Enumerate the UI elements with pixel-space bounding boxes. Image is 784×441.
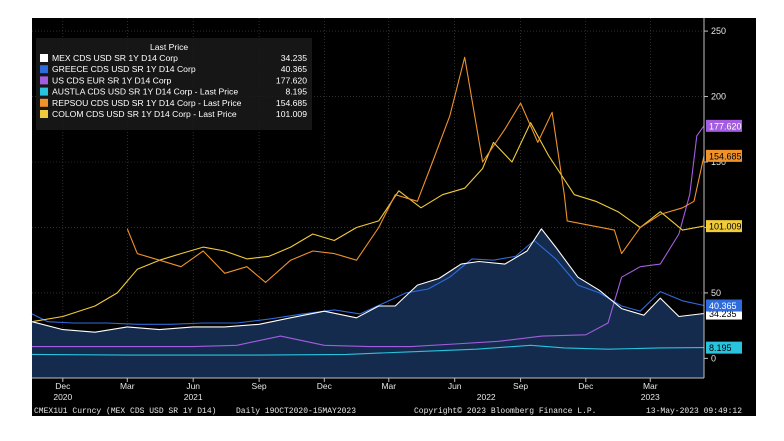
legend-swatch [40, 87, 48, 96]
legend-swatch [40, 65, 48, 74]
legend-series-name: US CDS EUR SR 1Y D14 Corp [52, 75, 171, 85]
y-tick-label: 200 [711, 92, 726, 102]
x-tick-label: Sep [513, 381, 528, 391]
series-line-0 [31, 228, 705, 333]
last-value-tag-label: 177.620 [709, 121, 742, 131]
last-value-tag-label: 154.685 [709, 151, 742, 161]
legend-series-name: MEX CDS USD SR 1Y D14 Corp [52, 53, 178, 63]
legend-swatch [40, 98, 48, 107]
legend: Last Price MEX CDS USD SR 1Y D14 Corp 34.… [36, 38, 312, 130]
x-axis: Dec Mar Jun Sep Dec Mar Jun Sep Dec Mar 2020 2021 20… [32, 377, 704, 402]
x-tick-label: Dec [578, 381, 594, 391]
y-tick-label: 250 [711, 26, 726, 36]
x-tick-label: Dec [55, 381, 71, 391]
legend-series-value: 154.685 [276, 98, 307, 108]
x-tick-label: Jun [448, 381, 462, 391]
x-tick-label: Sep [252, 381, 267, 391]
x-tick-label: Mar [381, 381, 396, 391]
legend-series-value: 34.235 [281, 53, 308, 63]
footer-timestamp: 13-May-2023 09:49:12 [646, 407, 742, 416]
y-tick-label: 0 [711, 353, 716, 363]
last-value-tag [706, 341, 742, 354]
y-tick-label: 50 [711, 288, 721, 298]
footer-background [32, 404, 756, 416]
last-value-tag-label: 34.235 [709, 309, 737, 319]
legend-swatch [40, 54, 48, 62]
x-tick-label: Dec [317, 381, 333, 391]
footer-copyright: Copyright© 2023 Bloomberg Finance L.P. [414, 407, 596, 416]
legend-series-value: 101.009 [276, 109, 307, 119]
legend-series-name: GREECE CDS USD SR 1Y D14 Corp [52, 64, 196, 74]
series-layer [31, 56, 705, 356]
series-line-2 [32, 125, 705, 348]
x-axis-background [32, 378, 756, 404]
series-line-4 [126, 56, 705, 283]
x-year-label: 2021 [184, 392, 203, 402]
legend-series-value: 177.620 [276, 75, 307, 85]
footer-range: Daily 19OCT2020-15MAY2023 [236, 407, 356, 416]
legend-series-value: 8.195 [285, 87, 307, 97]
legend-background [36, 38, 312, 130]
legend-title: Last Price [150, 42, 188, 52]
x-tick-label: Mar [643, 381, 658, 391]
legend-series-name: REPSOU CDS USD SR 1Y D14 Corp - Last Pri… [52, 98, 242, 108]
last-value-tag [706, 149, 742, 162]
mex-area-fill [32, 228, 704, 378]
last-value-tag-label: 101.009 [709, 222, 742, 232]
footer: CMEX1U1 Curncy (MEX CDS USD SR 1Y D14) D… [34, 407, 742, 416]
last-value-tag-label: 40.365 [709, 301, 737, 311]
last-value-tag [706, 220, 742, 233]
legend-swatch [40, 76, 48, 85]
footer-ticker: CMEX1U1 Curncy (MEX CDS USD SR 1Y D14) [34, 407, 216, 416]
x-tick-label: Mar [120, 381, 135, 391]
legend-series-value: 40.365 [281, 64, 308, 74]
area-layer [32, 228, 704, 378]
right-axis-background [704, 18, 756, 378]
x-year-label: 2023 [641, 392, 660, 402]
legend-series-name: COLOM CDS USD SR 1Y D14 Corp - Last Pric… [52, 109, 237, 119]
last-value-tag [706, 119, 742, 132]
series-line-3 [31, 344, 705, 356]
x-tick-label: Jun [186, 381, 200, 391]
last-value-tag [706, 299, 742, 312]
series-line-5 [31, 122, 705, 323]
x-year-label: 2022 [477, 392, 496, 402]
y-tick-label: 150 [711, 157, 726, 167]
legend-series-name: AUSTLA CDS USD SR 1Y D14 Corp - Last Pri… [52, 87, 238, 97]
x-year-label: 2020 [53, 392, 72, 402]
legend-swatch [40, 110, 48, 118]
last-value-tag-label: 8.195 [709, 343, 732, 353]
